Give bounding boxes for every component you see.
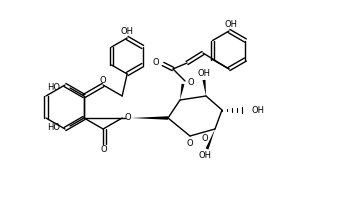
Text: OH: OH: [121, 27, 134, 36]
Polygon shape: [131, 116, 168, 120]
Polygon shape: [180, 84, 185, 100]
Text: OH: OH: [224, 19, 237, 28]
Text: O: O: [100, 76, 106, 85]
Text: O: O: [187, 139, 193, 148]
Text: OH: OH: [198, 152, 212, 160]
Text: O: O: [125, 113, 131, 122]
Text: O: O: [152, 58, 159, 67]
Text: HO: HO: [47, 83, 60, 92]
Text: O: O: [187, 77, 193, 86]
Text: HO: HO: [47, 122, 60, 131]
Text: OH: OH: [252, 106, 265, 114]
Polygon shape: [202, 80, 206, 96]
Text: O: O: [101, 144, 108, 153]
Polygon shape: [206, 129, 215, 150]
Text: O: O: [201, 134, 208, 143]
Text: OH: OH: [197, 68, 211, 77]
